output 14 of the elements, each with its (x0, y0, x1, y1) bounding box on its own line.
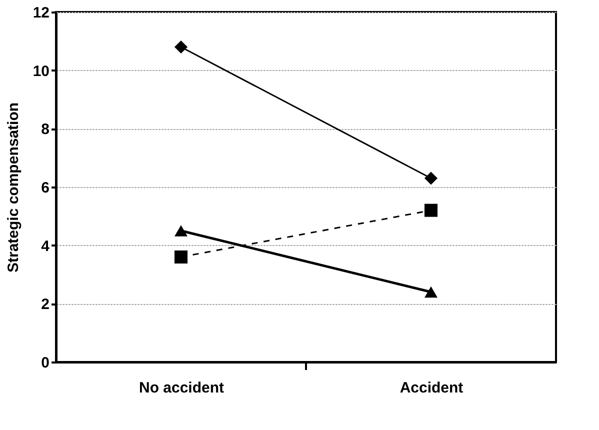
point (424, 172, 438, 185)
point (174, 250, 188, 264)
y-tick-label: 6 (41, 180, 50, 196)
point (174, 40, 188, 54)
y-tick-label: 2 (41, 296, 50, 314)
x-tick-label: No accident (138, 380, 224, 396)
y-tick-label: 8 (41, 121, 50, 138)
y-axis-title: Strategic compensation (4, 102, 22, 273)
y-tick-label: 12 (32, 4, 50, 22)
point (424, 204, 438, 217)
y-tick-label: 10 (32, 62, 50, 80)
y-tick-label: 0 (41, 354, 50, 372)
y-tick-label: 4 (41, 238, 50, 255)
x-tick-label: Accident (400, 380, 464, 396)
